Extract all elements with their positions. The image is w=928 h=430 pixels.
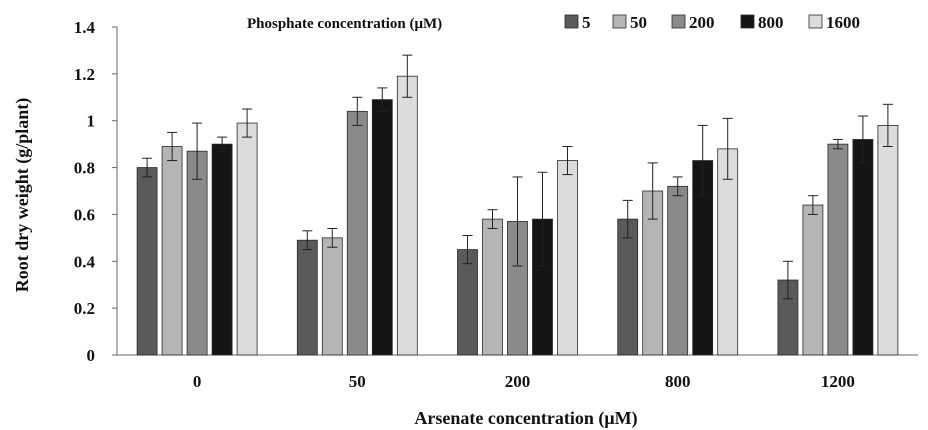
legend-swatch [612,14,627,29]
bar [482,218,503,356]
legend-label: 200 [689,13,715,32]
legend-swatch [808,14,823,29]
bar [296,239,318,356]
x-tick-label: 200 [505,372,531,391]
bar [396,75,418,356]
legend-label: 1600 [826,13,860,32]
bar [457,249,478,356]
bar [557,160,578,356]
bar [827,143,849,356]
plot-area: 0 0.2 0.4 0.6 0.8 1 1.2 1.4 0 50 200 800 1200 [74,18,918,391]
bar [371,99,393,356]
y-axis-title: Root dry weight (g/plant) [12,98,33,293]
y-tick-label: 1 [87,112,96,131]
bar [211,143,233,356]
x-tick-label: 0 [193,372,202,391]
bar [852,139,874,356]
bar [186,150,208,356]
x-tick-label: 50 [349,372,366,391]
legend-swatch [564,14,579,29]
bar [617,218,639,356]
bar [802,204,824,356]
bar [877,125,899,356]
x-tick-label: 1200 [821,372,855,391]
y-tick-label: 0.8 [74,159,95,178]
y-tick-label: 1.4 [74,18,96,37]
legend-swatch [671,14,686,29]
x-tick-label: 800 [665,372,691,391]
bar [236,122,258,356]
bar [321,237,343,356]
bar [136,167,158,356]
legend-label: 50 [630,13,647,32]
legend-swatch [740,14,755,29]
legend-title: Phosphate concentration (μM) [247,16,442,32]
y-tick-label: 0.2 [74,299,95,318]
y-tick-label: 0.4 [74,252,96,271]
y-tick-label: 0 [87,346,96,365]
y-tick-label: 1.2 [74,65,95,84]
bar [667,185,689,356]
legend-label: 800 [758,13,784,32]
x-axis-title: Arsenate concentration (μM) [414,408,637,429]
y-tick-label: 0.6 [74,205,95,224]
legend-label: 5 [582,13,591,32]
legend: 5 50 200 800 1600 [564,13,860,32]
bar [161,146,183,356]
bar [346,110,368,356]
